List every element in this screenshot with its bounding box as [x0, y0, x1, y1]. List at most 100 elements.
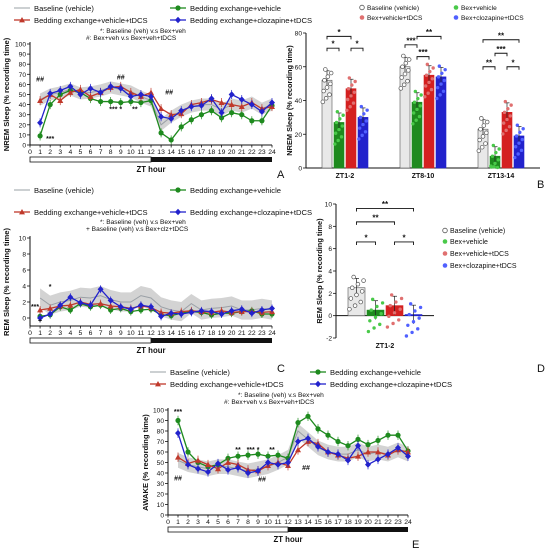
legend-label: Baseline (vehicle) [450, 228, 505, 235]
individual-point [437, 64, 442, 68]
data-point [158, 113, 165, 120]
individual-point [515, 123, 520, 127]
x-tick-label: 16 [188, 330, 196, 337]
x-tick-label: 6 [226, 519, 230, 526]
x-tick-label: 5 [216, 519, 220, 526]
data-point [245, 469, 251, 477]
light-phase-bar [167, 526, 289, 533]
x-tick-label: 3 [58, 149, 62, 156]
individual-point [516, 152, 520, 156]
data-point [205, 468, 211, 476]
individual-point [366, 329, 371, 334]
data-point [188, 103, 195, 110]
category-label: ZT1-2 [336, 173, 355, 180]
dark-phase-bar [151, 338, 272, 343]
data-point [275, 461, 281, 468]
y-tick-label: 30 [19, 112, 27, 119]
x-tick-label: 13 [294, 519, 302, 526]
data-point [255, 451, 261, 457]
x-tick-label: 21 [374, 519, 382, 526]
data-point [239, 112, 245, 118]
legend-label: Baseline (vehicle) [34, 186, 94, 195]
data-point [195, 457, 201, 463]
x-tick-label: 18 [208, 330, 216, 337]
x-tick-label: 4 [68, 149, 72, 156]
legend-marker [155, 381, 161, 387]
individual-point [513, 155, 517, 160]
x-tick-label: 16 [324, 519, 332, 526]
individual-point [351, 274, 356, 280]
individual-point [504, 128, 508, 133]
x-tick-label: 22 [384, 519, 392, 526]
individual-point [513, 145, 518, 149]
data-point [158, 105, 165, 112]
x-axis-label: ZT hour [136, 346, 165, 355]
individual-point [340, 124, 345, 128]
individual-point [401, 53, 406, 59]
y-axis-label: NREM Sleep (% recording time) [285, 45, 294, 156]
significance-mark: *** [496, 45, 506, 54]
x-tick-label: 0 [28, 149, 32, 156]
significance-mark: ** [269, 447, 275, 454]
y-tick-label: 80 [19, 62, 27, 69]
x-axis-label: ZT hour [136, 165, 165, 174]
individual-point [442, 78, 447, 83]
legend-marker [19, 209, 25, 215]
data-point [258, 108, 265, 115]
significance-bracket [326, 35, 352, 40]
individual-point [323, 95, 329, 101]
x-tick-label: 0 [166, 519, 170, 526]
data-point [188, 309, 195, 316]
data-point [117, 303, 124, 310]
individual-point [379, 311, 383, 316]
y-tick-label: 8 [328, 224, 332, 231]
individual-point [337, 127, 341, 132]
legend-label: Bex+vehicle [450, 239, 488, 246]
significance-bracket [326, 47, 340, 52]
significance-bracket [506, 66, 520, 70]
individual-point [360, 133, 364, 138]
x-tick-label: 23 [258, 330, 266, 337]
data-point [228, 307, 235, 314]
x-tick-label: 1 [176, 519, 180, 526]
data-point [365, 442, 371, 448]
individual-point [508, 114, 513, 118]
data-point [47, 310, 54, 318]
significance-mark: ## [165, 90, 173, 97]
significance-bracket [416, 56, 430, 60]
legend-label: Bex+vehicle+tDCS [450, 251, 509, 258]
significance-bracket [394, 241, 414, 245]
individual-point [345, 108, 349, 112]
individual-point [357, 137, 361, 141]
individual-point [341, 113, 345, 117]
individual-point [427, 80, 431, 85]
legend-marker [359, 4, 365, 11]
significance-mark: * [402, 233, 406, 242]
individual-point [431, 66, 435, 70]
x-tick-label: 17 [198, 330, 206, 337]
category-label: ZT8-10 [412, 173, 435, 180]
data-point [365, 461, 371, 468]
individual-point [405, 78, 410, 84]
y-tick-label: 100 [153, 408, 164, 415]
individual-point [323, 67, 328, 72]
significance-mark: ** [498, 31, 505, 40]
data-point [355, 436, 361, 442]
legend-label: Bedding exchange+clozapine+tDCS [330, 380, 452, 389]
data-point [37, 133, 43, 139]
legend-label: Baseline (vehicle) [170, 368, 230, 377]
individual-point [380, 301, 385, 305]
individual-point [324, 85, 330, 90]
data-point [248, 101, 255, 108]
x-tick-label: 7 [99, 330, 103, 337]
data-point [97, 98, 104, 105]
data-point [137, 91, 144, 98]
legend-label: Bedding exchange+vehicle+tDCS [170, 380, 284, 389]
individual-point [320, 99, 326, 105]
data-point [185, 461, 191, 468]
data-point [67, 302, 74, 308]
data-point [395, 444, 401, 451]
panel-label: E [412, 539, 419, 551]
significance-mark: *** * [109, 107, 122, 114]
